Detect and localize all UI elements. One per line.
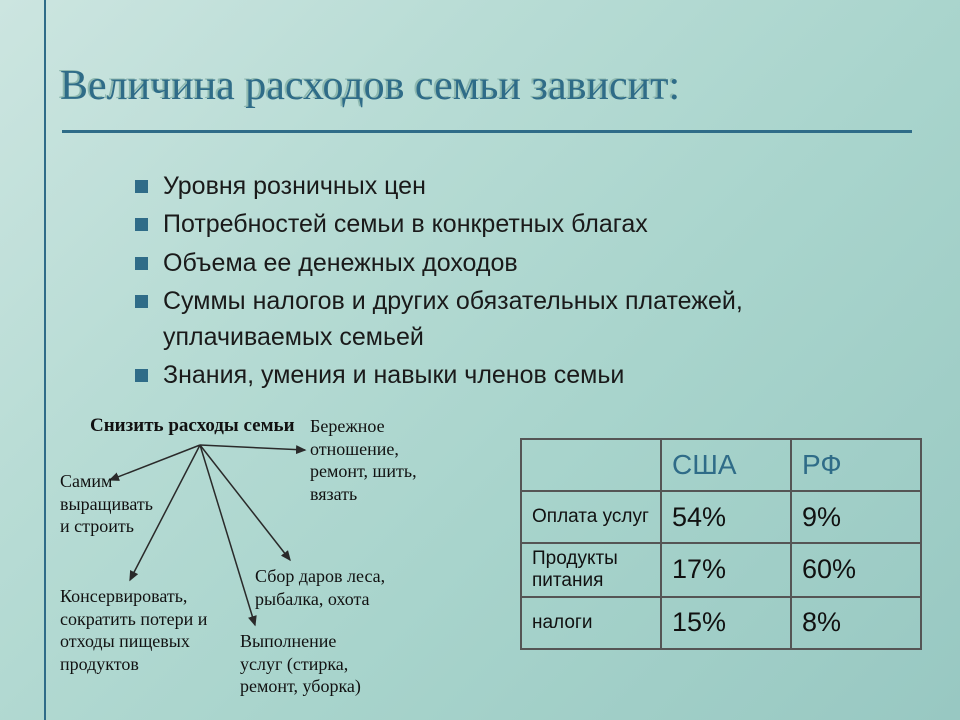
reduce-expenses-diagram: Снизить расходы семьи Бережное отношение,… bbox=[60, 415, 490, 705]
bullet-item: Потребностей семьи в конкретных благах bbox=[135, 206, 895, 242]
bullet-item: Объема ее денежных доходов bbox=[135, 245, 895, 281]
diagram-title: Снизить расходы семьи bbox=[90, 415, 295, 437]
table-cell: 8% bbox=[791, 597, 921, 649]
table-cell: 60% bbox=[791, 543, 921, 597]
diagram-node: Самим выращивать и строить bbox=[60, 470, 153, 538]
table-cell: 17% bbox=[661, 543, 791, 597]
page-title: Величина расходов семьи зависит: Величин… bbox=[60, 62, 680, 110]
table-col-header: РФ bbox=[791, 439, 921, 491]
diagram-node: Консервировать, сократить потери и отход… bbox=[60, 585, 207, 675]
table-row-header: Оплата услуг bbox=[521, 491, 661, 543]
table-row-header: налоги bbox=[521, 597, 661, 649]
diagram-node: Выполнение услуг (стирка, ремонт, уборка… bbox=[240, 630, 361, 698]
diagram-node: Бережное отношение, ремонт, шить, вязать bbox=[310, 415, 417, 505]
comparison-table-wrap: СШАРФ Оплата услуг54%9% Продукты питания17… bbox=[520, 438, 922, 650]
table-col-header: США bbox=[661, 439, 791, 491]
table-cell: 54% bbox=[661, 491, 791, 543]
bullet-item: Суммы налогов и других обязательных плат… bbox=[135, 283, 895, 356]
vertical-divider bbox=[44, 0, 46, 720]
table-cell: 9% bbox=[791, 491, 921, 543]
comparison-table: СШАРФ Оплата услуг54%9% Продукты питания17… bbox=[520, 438, 922, 650]
bullet-list: Уровня розничных ценПотребностей семьи в… bbox=[135, 168, 895, 396]
bullet-item: Уровня розничных цен bbox=[135, 168, 895, 204]
title-text: Величина расходов семьи зависит: bbox=[60, 63, 680, 109]
table-row-header: Продукты питания bbox=[521, 543, 661, 597]
horizontal-divider bbox=[62, 130, 912, 133]
table-corner bbox=[521, 439, 661, 491]
bullet-item: Знания, умения и навыки членов семьи bbox=[135, 357, 895, 393]
diagram-node: Сбор даров леса, рыбалка, охота bbox=[255, 565, 385, 610]
table-cell: 15% bbox=[661, 597, 791, 649]
